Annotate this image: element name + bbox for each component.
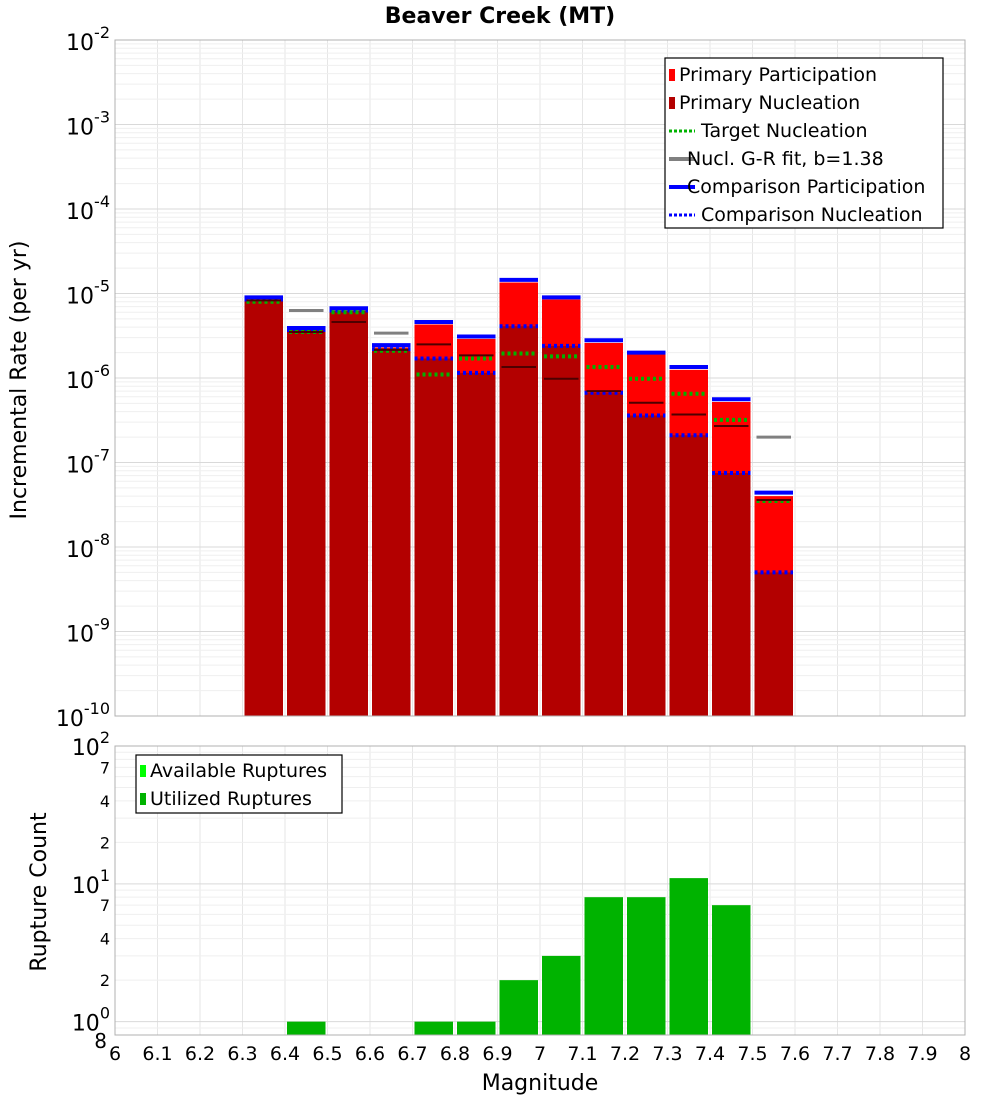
x-tick-label: 7.8 [865, 1043, 895, 1065]
x-tick-label: 8 [959, 1043, 971, 1065]
x-tick-label: 7.6 [780, 1043, 810, 1065]
primary-nucleation-bar [712, 473, 751, 716]
legend-swatch [669, 69, 675, 81]
bottom-y-tick-label: 7 [100, 896, 110, 915]
x-tick-label: 6.7 [397, 1043, 427, 1065]
top-y-tick-label: 10-3 [66, 108, 110, 141]
top-plot-border [114, 39, 966, 717]
x-tick-label: 7 [534, 1043, 546, 1065]
x-tick-label: 7.2 [610, 1043, 640, 1065]
x-tick-label: 6.8 [440, 1043, 470, 1065]
legend-swatch [140, 793, 146, 805]
x-tick-label: 7.3 [652, 1043, 682, 1065]
legend-label: Target Nucleation [700, 120, 868, 142]
x-tick-label: 6.3 [227, 1043, 257, 1065]
legend-label: Utilized Ruptures [150, 788, 312, 810]
utilized-ruptures-bar [712, 905, 751, 1035]
bottom-y-tick-label: 7 [100, 758, 110, 777]
x-tick-label: 6.4 [270, 1043, 300, 1065]
primary-nucleation-bar [329, 310, 368, 716]
x-axis-label: Magnitude [482, 1071, 599, 1096]
primary-nucleation-bar [669, 435, 708, 716]
legend-swatch [669, 97, 675, 109]
bottom-y-tick-label: 4 [100, 792, 110, 811]
x-tick-label: 7.4 [695, 1043, 725, 1065]
utilized-ruptures-bar [584, 897, 623, 1035]
bottom-y-axis-label: Rupture Count [27, 812, 52, 972]
top-y-tick-label: 10-4 [66, 192, 110, 225]
primary-nucleation-bar [372, 349, 411, 716]
primary-nucleation-bar [457, 372, 496, 716]
x-tick-label: 6.6 [355, 1043, 385, 1065]
legend-label: Comparison Participation [687, 176, 925, 198]
primary-nucleation-bar [542, 345, 581, 716]
primary-nucleation-bar [627, 415, 666, 716]
utilized-ruptures-bar [627, 897, 666, 1035]
top-y-axis-label: Incremental Rate (per yr) [7, 241, 32, 520]
top-y-tick-label: 10-9 [66, 615, 110, 648]
primary-nucleation-bar [287, 329, 326, 716]
x-tick-label: 7.7 [822, 1043, 852, 1065]
legend-label: Primary Nucleation [679, 92, 860, 114]
primary-nucleation-bar [584, 392, 623, 716]
primary-nucleation-bar [754, 572, 793, 716]
top-y-tick-label: 10-10 [56, 699, 110, 732]
x-tick-label: 6.5 [312, 1043, 342, 1065]
legend-label: Nucl. G-R fit, b=1.38 [687, 148, 884, 170]
utilized-ruptures-bar [669, 878, 708, 1035]
x-tick-label: 6.1 [142, 1043, 172, 1065]
bottom-y-tick-label: 2 [100, 971, 110, 990]
x-tick-label: 7.9 [907, 1043, 937, 1065]
x-tick-label: 6 [109, 1043, 121, 1065]
top-y-tick-label: 10-6 [66, 361, 110, 394]
x-tick-label: 6.9 [482, 1043, 512, 1065]
top-legend-box [664, 57, 944, 229]
x-tick-label: 7.5 [737, 1043, 767, 1065]
utilized-ruptures-bar [457, 1021, 496, 1035]
primary-nucleation-bar [244, 299, 283, 716]
x-tick-label: 6.2 [185, 1043, 215, 1065]
legend-swatch [140, 765, 146, 777]
utilized-ruptures-bar [499, 980, 538, 1035]
top-y-tick-label: 10-5 [66, 277, 110, 310]
bottom-plot-border [114, 745, 966, 1036]
top-y-tick-label: 10-2 [66, 23, 110, 56]
bottom-y-tick-label: 4 [100, 930, 110, 949]
utilized-ruptures-bar [414, 1021, 453, 1035]
bottom-y-tick-label: 100 [72, 1004, 110, 1037]
bottom-y-tick-label: 102 [72, 728, 110, 761]
legend-label: Primary Participation [679, 64, 877, 86]
legend-label: Comparison Nucleation [701, 204, 923, 226]
x-tick-label: 7.1 [567, 1043, 597, 1065]
top-y-tick-label: 10-8 [66, 530, 110, 563]
bottom-y-tick-label: 8 [94, 1029, 107, 1053]
legend-label: Available Ruptures [150, 760, 327, 782]
bottom-y-tick-label: 101 [72, 866, 110, 899]
utilized-ruptures-bar [287, 1021, 326, 1035]
bottom-y-tick-label: 2 [100, 833, 110, 852]
primary-nucleation-bar [499, 326, 538, 716]
utilized-ruptures-bar [542, 955, 581, 1035]
bottom-legend-box [135, 754, 343, 814]
top-y-tick-label: 10-7 [66, 446, 110, 479]
chart-title: Beaver Creek (MT) [385, 4, 615, 29]
primary-nucleation-bar [414, 358, 453, 716]
